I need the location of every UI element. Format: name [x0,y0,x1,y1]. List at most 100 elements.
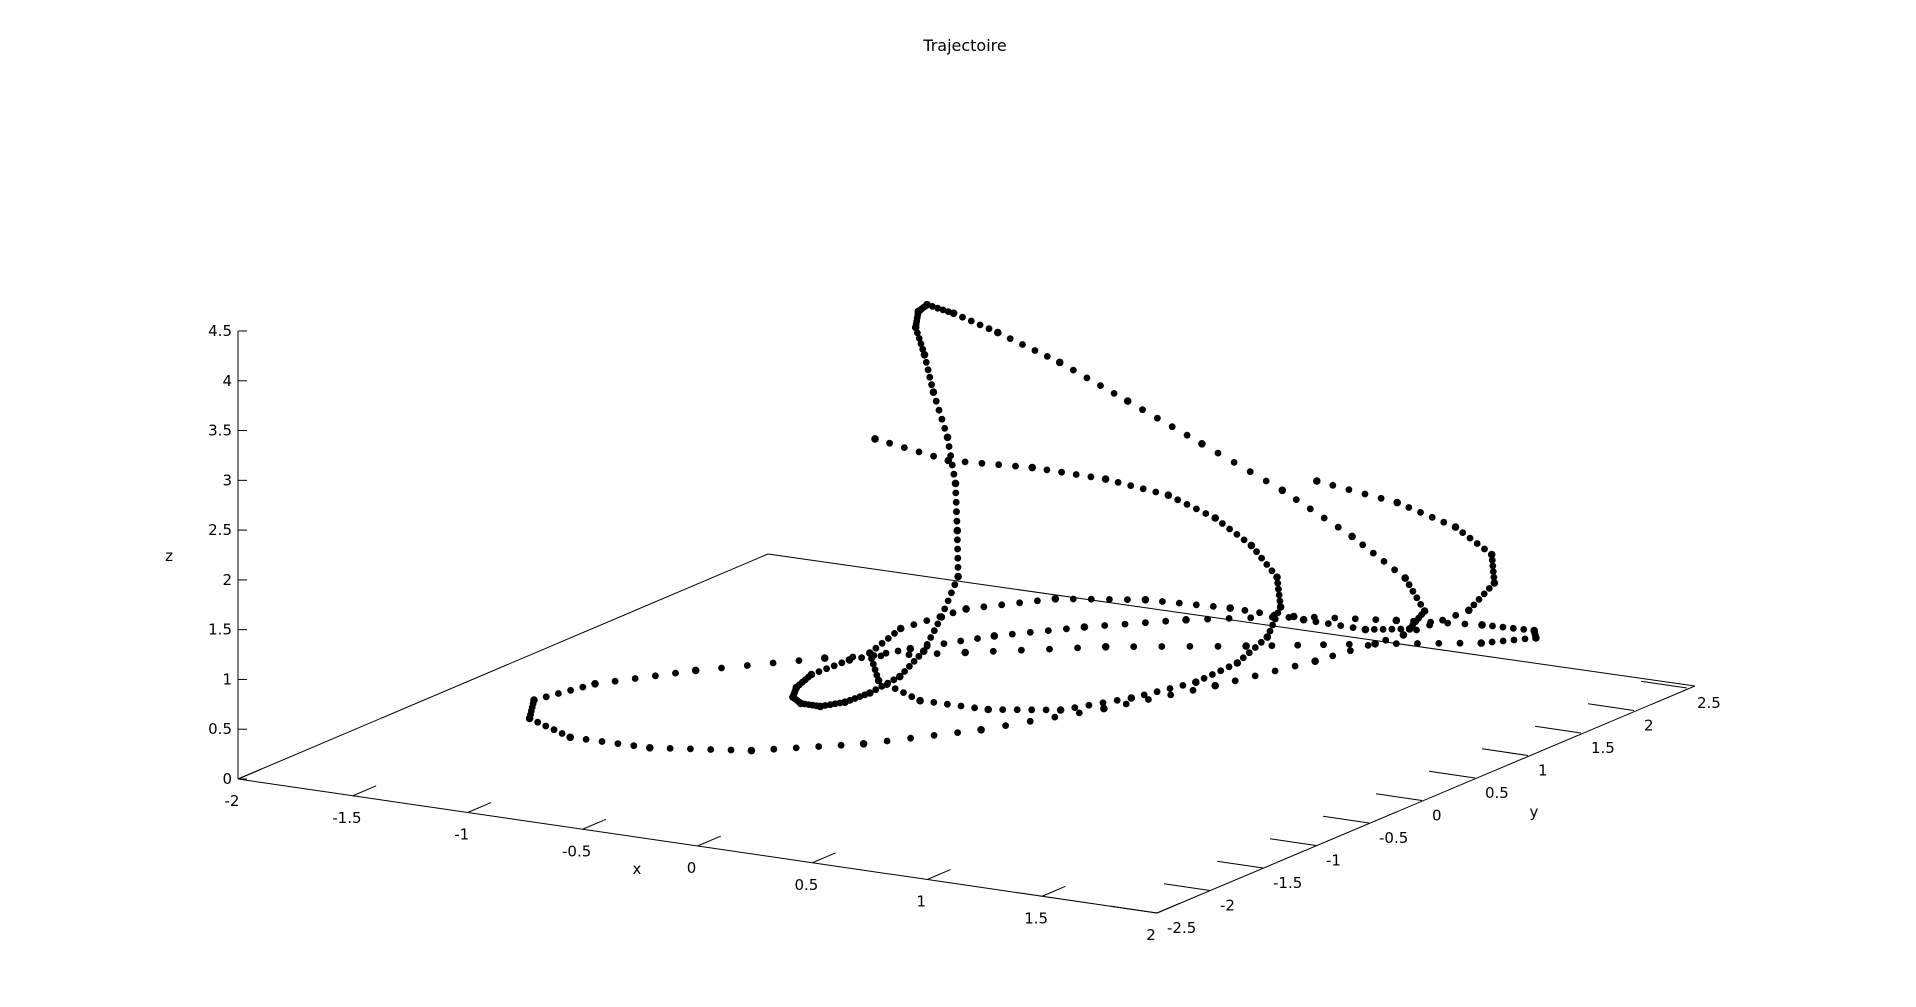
trajectory-point [1245,649,1253,657]
trajectory-point [976,321,984,329]
trajectory-point [598,738,606,745]
trajectory-point [550,726,558,734]
trajectory-point [1211,514,1219,522]
trajectory-point [1192,601,1200,609]
trajectory-point [1087,473,1095,481]
trajectory-point [1465,606,1473,615]
trajectory-point [1042,706,1050,714]
trajectory-point [919,647,928,655]
trajectory-point [1167,691,1175,699]
trajectory-point [1470,601,1478,609]
trajectory-point [1141,596,1150,604]
trajectory-point [566,733,574,742]
trajectory-point [896,672,904,681]
trajectory-point [1202,510,1210,517]
trajectory-point [915,335,923,342]
x-tick-mark [237,768,262,780]
y-tick-mark [1640,680,1688,689]
trajectory-point [928,381,935,389]
trajectory-point [807,670,816,679]
trajectory-point [1183,501,1191,508]
trajectory-point [915,652,923,660]
x-tick-label: -2 [225,792,240,810]
trajectory-point [1392,616,1401,625]
x-tick-mark [1156,902,1181,914]
trajectory-point [1532,634,1540,642]
trajectory-point [994,328,1002,337]
trajectory-point [917,340,925,348]
y-tick-mark [1587,703,1635,711]
trajectory-point [1106,596,1113,603]
trajectory-point [1253,548,1260,556]
trajectory-point [1379,625,1387,633]
trajectory-point [906,644,915,653]
trajectory-point [924,366,932,374]
trajectory-point [1233,659,1242,667]
trajectory-point [1487,550,1496,559]
trajectory-point [1440,518,1448,526]
y-axis-line [1156,685,1696,914]
trajectory-point [1337,622,1345,629]
trajectory-point [1290,612,1298,621]
trajectory-point [849,653,857,661]
y-tick-mark [1322,815,1370,824]
trajectory-point [944,700,951,708]
trajectory-point [1311,657,1319,665]
trajectory-point [1242,642,1250,650]
trajectory-point [923,617,931,624]
trajectory-point [933,650,941,657]
trajectory-point [1006,335,1014,342]
trajectory-point [1278,486,1287,495]
trajectory-point [927,634,935,641]
trajectory-point [873,671,881,679]
trajectory-point [1026,717,1034,725]
trajectory-point [1294,641,1302,649]
trajectory-point [815,743,823,750]
trajectory-point [961,648,969,657]
trajectory-point [525,714,534,723]
trajectory-point [770,745,778,753]
z-tick-label: 3.5 [208,422,232,440]
trajectory-point [1071,704,1079,711]
trajectory-point [630,742,638,750]
trajectory-point [591,680,599,688]
trajectory-point [611,677,619,685]
trajectory-point [1428,513,1436,521]
trajectory-point [1139,406,1146,414]
trajectory-point [1016,599,1023,607]
trajectory-point [949,309,958,318]
trajectory-point [878,639,886,647]
trajectory-point [1083,374,1091,382]
trajectory-point [948,461,956,469]
trajectory-point [1456,639,1464,647]
trajectory-point [1413,594,1421,602]
trajectory-point [1489,562,1497,570]
trajectory-point [1246,468,1254,476]
trajectory-point [884,679,892,687]
trajectory-point [558,730,566,737]
trajectory-point [971,704,978,712]
back-y-edge [237,553,769,780]
trajectory-point [1452,611,1460,619]
trajectory-point [1273,573,1281,581]
trajectory-point [1271,667,1279,675]
trajectory-point [1439,616,1446,624]
trajectory-point [836,699,844,707]
trajectory-point [826,701,834,709]
trajectory-point [1488,556,1496,564]
trajectory-point [1214,642,1222,650]
trajectory-point [1405,581,1413,589]
trajectory-point [1204,615,1211,623]
trajectory-point [869,660,877,668]
trajectory-point [1485,585,1493,592]
x-tick-label: 2 [1146,926,1156,944]
y-tick-label: -1 [1326,852,1341,870]
trajectory-point [1183,431,1191,439]
y-tick-mark [1534,725,1582,734]
trajectory-point [582,736,590,743]
trajectory-point [1276,597,1284,605]
trajectory-point [939,306,947,314]
trajectory-point [1345,640,1353,648]
z-tick-label: 4.5 [208,322,232,340]
trajectory-point [1211,681,1219,690]
